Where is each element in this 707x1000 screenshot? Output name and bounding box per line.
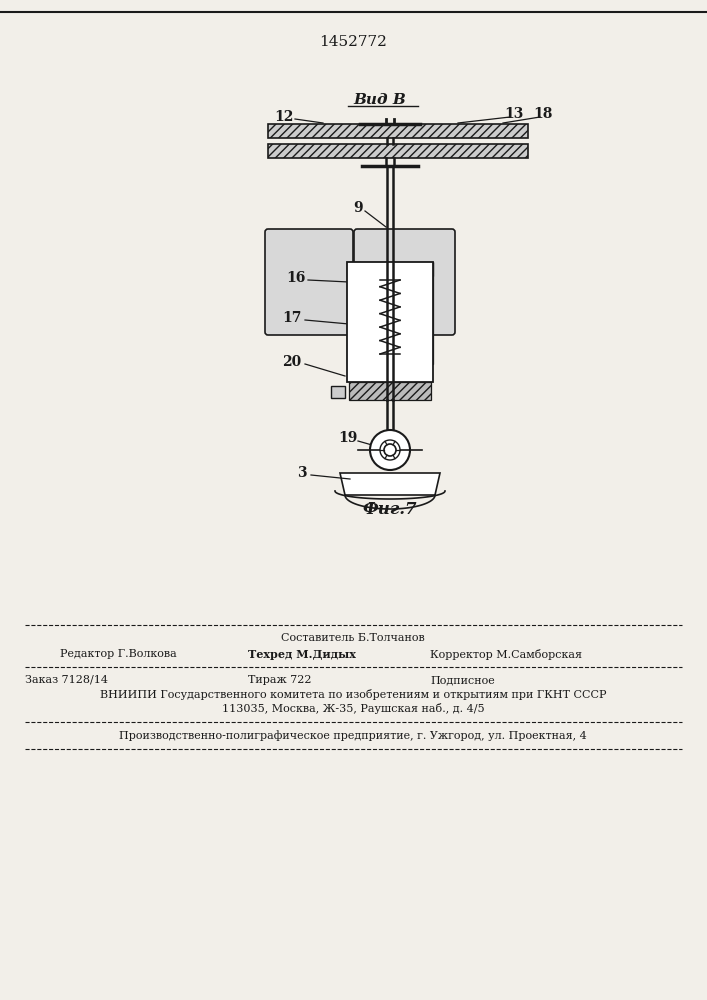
Bar xyxy=(420,262,433,364)
Text: 16: 16 xyxy=(286,271,305,285)
Text: Вид В: Вид В xyxy=(354,93,407,107)
Text: Подписное: Подписное xyxy=(430,675,495,685)
Text: 113035, Москва, Ж-35, Раушская наб., д. 4/5: 113035, Москва, Ж-35, Раушская наб., д. … xyxy=(222,704,484,714)
Circle shape xyxy=(380,440,400,460)
Text: Техред М.Дидых: Техред М.Дидых xyxy=(248,648,356,660)
Bar xyxy=(347,262,433,382)
FancyBboxPatch shape xyxy=(354,229,455,335)
Text: 17: 17 xyxy=(282,311,302,325)
Bar xyxy=(349,382,431,400)
Bar xyxy=(347,262,433,276)
Polygon shape xyxy=(340,473,440,495)
Text: 3: 3 xyxy=(297,466,307,480)
Text: 18: 18 xyxy=(533,107,553,121)
Text: 13: 13 xyxy=(504,107,524,121)
Bar xyxy=(268,124,528,138)
Circle shape xyxy=(384,444,396,456)
Bar xyxy=(268,144,528,158)
Text: Производственно-полиграфическое предприятие, г. Ужгород, ул. Проектная, 4: Производственно-полиграфическое предприя… xyxy=(119,731,587,741)
Text: Редактор Г.Волкова: Редактор Г.Волкова xyxy=(60,649,177,659)
Text: 20: 20 xyxy=(282,355,302,369)
Circle shape xyxy=(370,430,410,470)
Bar xyxy=(331,386,345,398)
Bar xyxy=(347,262,360,364)
Text: Корректор М.Самборская: Корректор М.Самборская xyxy=(430,648,582,660)
Text: Заказ 7128/14: Заказ 7128/14 xyxy=(25,675,108,685)
Text: 9: 9 xyxy=(354,201,363,215)
FancyBboxPatch shape xyxy=(265,229,353,335)
Text: 19: 19 xyxy=(339,431,358,445)
Text: Составитель Б.Толчанов: Составитель Б.Толчанов xyxy=(281,633,425,643)
Text: 1452772: 1452772 xyxy=(319,35,387,49)
Text: Фиг.7: Фиг.7 xyxy=(363,502,417,518)
Text: 12: 12 xyxy=(274,110,293,124)
Text: ВНИИПИ Государственного комитета по изобретениям и открытиям при ГКНТ СССР: ВНИИПИ Государственного комитета по изоб… xyxy=(100,690,606,700)
Text: Тираж 722: Тираж 722 xyxy=(248,675,312,685)
